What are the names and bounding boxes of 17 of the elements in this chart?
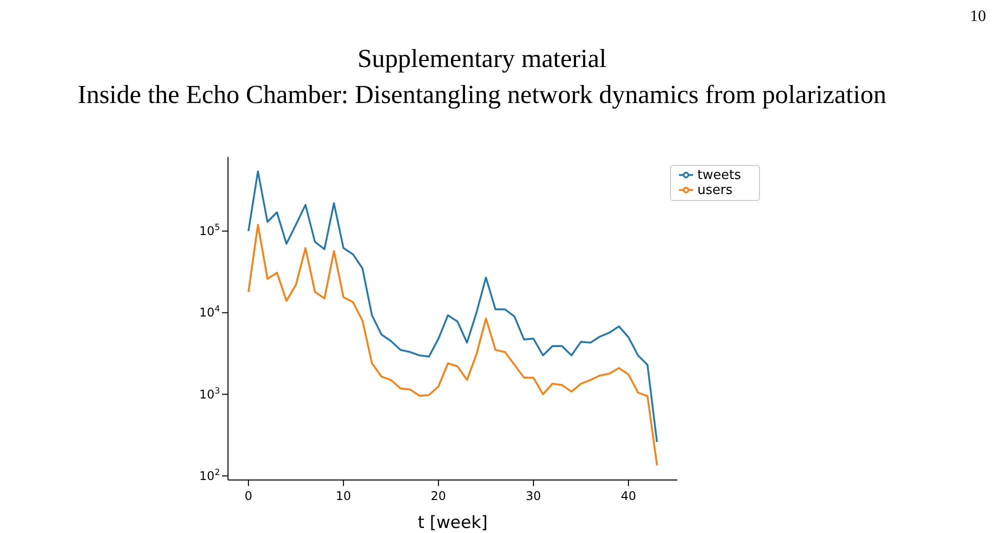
legend-label: tweets <box>697 168 741 183</box>
x-tick-label: 30 <box>526 489 542 503</box>
y-tick-label: 10$^{5}$ <box>199 223 220 238</box>
y-tick-label: 10$^{3}$ <box>199 386 220 402</box>
line-series <box>248 170 658 443</box>
legend-label: users <box>697 183 733 198</box>
x-axis-title: t [week] <box>418 513 488 533</box>
text: 10 <box>970 8 986 26</box>
chart-title: Supplementary material <box>356 44 608 74</box>
y-tick-label: 10$^{2}$ <box>199 468 220 483</box>
line-series <box>248 224 658 466</box>
y-tick-label: 10$^{4}$ <box>199 304 220 320</box>
x-tick-label: 10 <box>336 489 352 503</box>
chart-subtitle: Inside the Echo Chamber: Disentangling network dynamics from polarization <box>76 80 888 110</box>
x-tick-label: 20 <box>430 489 446 503</box>
x-tick-label: 40 <box>620 489 636 503</box>
x-tick-label: 0 <box>244 489 252 503</box>
